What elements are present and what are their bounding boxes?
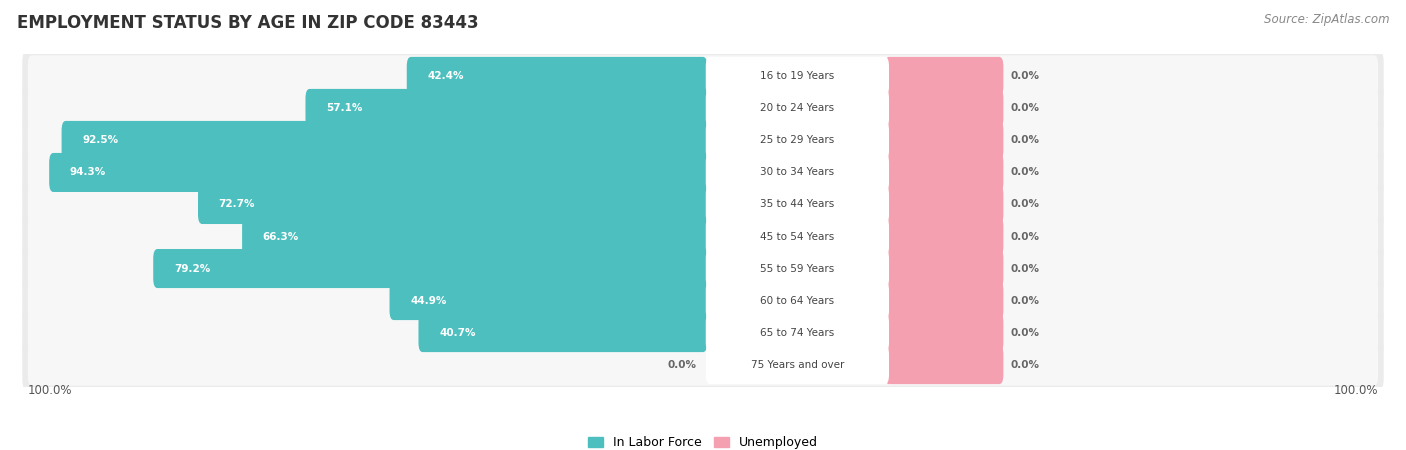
FancyBboxPatch shape	[706, 281, 889, 320]
FancyBboxPatch shape	[406, 57, 707, 96]
Text: 100.0%: 100.0%	[28, 384, 72, 397]
FancyBboxPatch shape	[28, 183, 1378, 225]
FancyBboxPatch shape	[28, 216, 1378, 258]
FancyBboxPatch shape	[62, 121, 707, 160]
FancyBboxPatch shape	[22, 306, 1384, 359]
FancyBboxPatch shape	[28, 119, 1378, 162]
Text: 0.0%: 0.0%	[666, 360, 696, 369]
FancyBboxPatch shape	[22, 274, 1384, 327]
FancyBboxPatch shape	[706, 249, 889, 288]
FancyBboxPatch shape	[305, 89, 707, 128]
Text: 79.2%: 79.2%	[174, 264, 209, 274]
Text: 65 to 74 Years: 65 to 74 Years	[761, 328, 835, 338]
FancyBboxPatch shape	[242, 217, 707, 256]
Text: 75 Years and over: 75 Years and over	[751, 360, 844, 369]
FancyBboxPatch shape	[706, 217, 889, 256]
Text: 0.0%: 0.0%	[1011, 167, 1039, 177]
Text: 94.3%: 94.3%	[70, 167, 105, 177]
FancyBboxPatch shape	[22, 50, 1384, 103]
Text: 57.1%: 57.1%	[326, 104, 363, 113]
FancyBboxPatch shape	[884, 185, 1004, 224]
FancyBboxPatch shape	[389, 281, 707, 320]
Text: 0.0%: 0.0%	[1011, 296, 1039, 306]
FancyBboxPatch shape	[28, 311, 1378, 354]
Text: 42.4%: 42.4%	[427, 72, 464, 81]
FancyBboxPatch shape	[28, 151, 1378, 194]
FancyBboxPatch shape	[884, 345, 1004, 384]
FancyBboxPatch shape	[884, 313, 1004, 352]
Text: 92.5%: 92.5%	[83, 135, 118, 145]
Text: 20 to 24 Years: 20 to 24 Years	[761, 104, 834, 113]
FancyBboxPatch shape	[22, 242, 1384, 295]
Text: 30 to 34 Years: 30 to 34 Years	[761, 167, 834, 177]
Text: 100.0%: 100.0%	[1334, 384, 1378, 397]
FancyBboxPatch shape	[28, 248, 1378, 290]
FancyBboxPatch shape	[22, 210, 1384, 263]
Text: 0.0%: 0.0%	[1011, 231, 1039, 242]
FancyBboxPatch shape	[884, 281, 1004, 320]
Text: 40.7%: 40.7%	[439, 328, 475, 338]
FancyBboxPatch shape	[884, 57, 1004, 96]
FancyBboxPatch shape	[884, 249, 1004, 288]
FancyBboxPatch shape	[706, 57, 889, 96]
FancyBboxPatch shape	[419, 313, 707, 352]
FancyBboxPatch shape	[22, 82, 1384, 135]
Text: 55 to 59 Years: 55 to 59 Years	[761, 264, 835, 274]
Legend: In Labor Force, Unemployed: In Labor Force, Unemployed	[583, 431, 823, 450]
Text: 0.0%: 0.0%	[1011, 199, 1039, 210]
FancyBboxPatch shape	[706, 153, 889, 192]
Text: 0.0%: 0.0%	[1011, 264, 1039, 274]
Text: EMPLOYMENT STATUS BY AGE IN ZIP CODE 83443: EMPLOYMENT STATUS BY AGE IN ZIP CODE 834…	[17, 14, 478, 32]
FancyBboxPatch shape	[706, 345, 889, 384]
Text: Source: ZipAtlas.com: Source: ZipAtlas.com	[1264, 14, 1389, 27]
Text: 0.0%: 0.0%	[1011, 360, 1039, 369]
Text: 35 to 44 Years: 35 to 44 Years	[761, 199, 835, 210]
FancyBboxPatch shape	[28, 55, 1378, 98]
FancyBboxPatch shape	[884, 217, 1004, 256]
FancyBboxPatch shape	[22, 338, 1384, 391]
FancyBboxPatch shape	[884, 153, 1004, 192]
Text: 25 to 29 Years: 25 to 29 Years	[761, 135, 835, 145]
Text: 0.0%: 0.0%	[1011, 72, 1039, 81]
FancyBboxPatch shape	[28, 279, 1378, 322]
FancyBboxPatch shape	[22, 146, 1384, 199]
Text: 16 to 19 Years: 16 to 19 Years	[761, 72, 835, 81]
FancyBboxPatch shape	[884, 121, 1004, 160]
FancyBboxPatch shape	[706, 185, 889, 224]
FancyBboxPatch shape	[706, 313, 889, 352]
Text: 0.0%: 0.0%	[1011, 135, 1039, 145]
FancyBboxPatch shape	[706, 121, 889, 160]
Text: 60 to 64 Years: 60 to 64 Years	[761, 296, 834, 306]
FancyBboxPatch shape	[153, 249, 707, 288]
Text: 44.9%: 44.9%	[411, 296, 447, 306]
FancyBboxPatch shape	[28, 87, 1378, 130]
FancyBboxPatch shape	[706, 89, 889, 128]
Text: 45 to 54 Years: 45 to 54 Years	[761, 231, 835, 242]
Text: 72.7%: 72.7%	[219, 199, 254, 210]
Text: 0.0%: 0.0%	[1011, 328, 1039, 338]
FancyBboxPatch shape	[22, 114, 1384, 167]
FancyBboxPatch shape	[28, 343, 1378, 386]
Text: 66.3%: 66.3%	[263, 231, 299, 242]
FancyBboxPatch shape	[884, 89, 1004, 128]
FancyBboxPatch shape	[22, 178, 1384, 231]
Text: 0.0%: 0.0%	[1011, 104, 1039, 113]
FancyBboxPatch shape	[198, 185, 707, 224]
FancyBboxPatch shape	[49, 153, 707, 192]
